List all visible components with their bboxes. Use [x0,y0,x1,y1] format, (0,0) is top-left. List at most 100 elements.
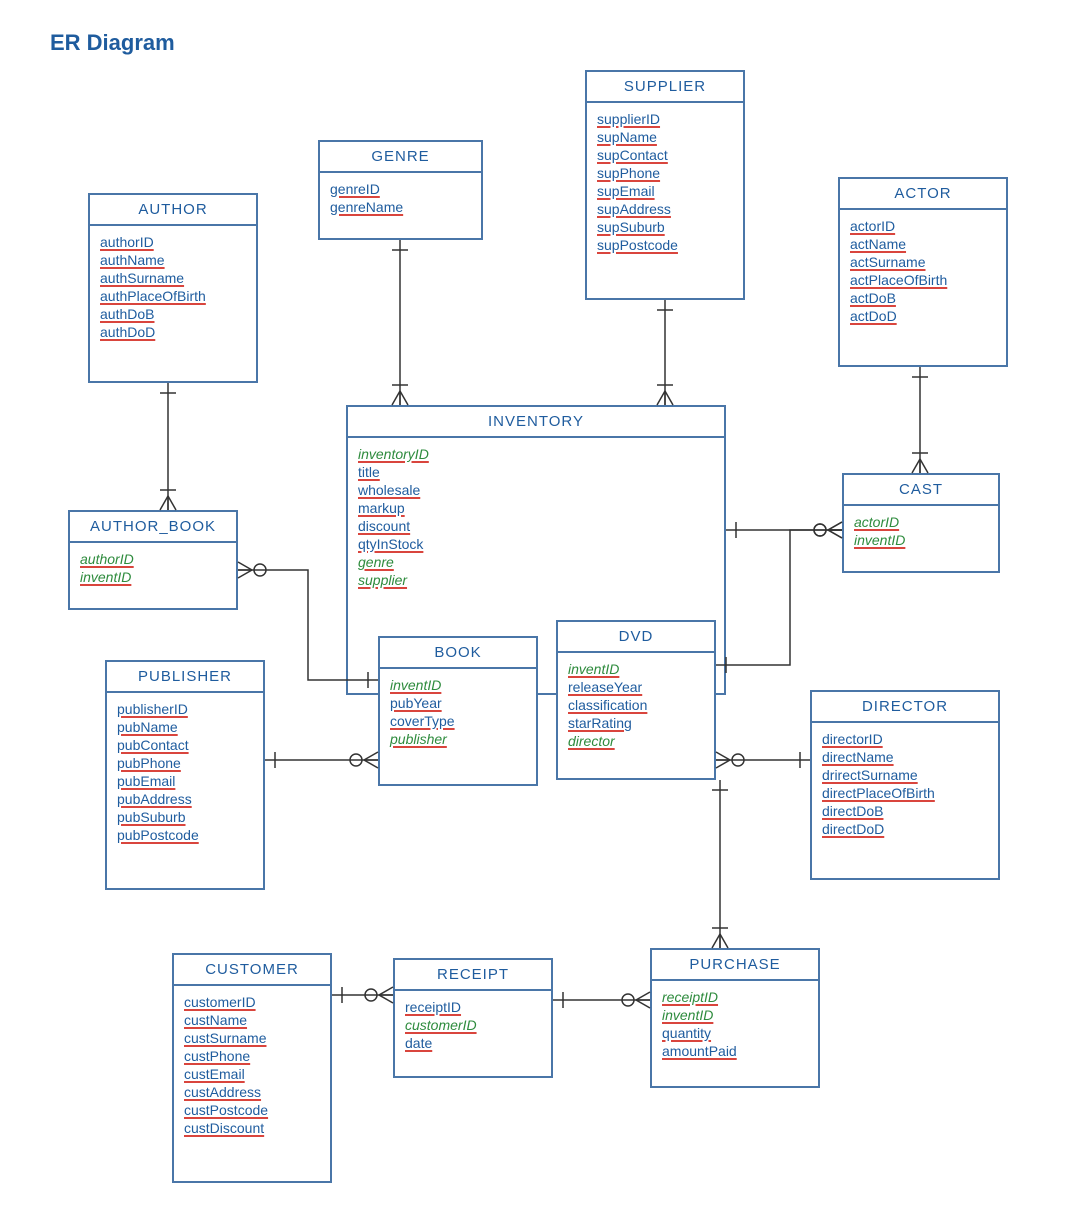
attribute: actorID [850,218,996,234]
entity-header: CUSTOMER [174,955,330,986]
attribute: starRating [568,715,704,731]
attribute: directorID [822,731,988,747]
attribute: actSurname [850,254,996,270]
attribute: directDoD [822,821,988,837]
entity-body: publisherID pubName pubContact pubPhone pubE… [107,693,263,853]
entity-header: RECEIPT [395,960,551,991]
attribute: custPostcode [184,1102,320,1118]
attribute: pubName [117,719,253,735]
entity-body: actorID inventID [844,506,998,558]
attribute: actPlaceOfBirth [850,272,996,288]
entity-header: GENRE [320,142,481,173]
attribute: title [358,464,714,480]
attribute: discount [358,518,714,534]
entity-cast: CAST actorID inventID [842,473,1000,573]
entity-body: directorID directName drirectSurname direct… [812,723,998,847]
attribute: supPostcode [597,237,733,253]
attribute: inventID [80,569,226,585]
attribute: inventID [568,661,704,677]
attribute: pubSuburb [117,809,253,825]
attribute: supSuburb [597,219,733,235]
attribute: supEmail [597,183,733,199]
attribute: actName [850,236,996,252]
attribute: supAddress [597,201,733,217]
attribute: pubYear [390,695,526,711]
entity-header: PUBLISHER [107,662,263,693]
attribute: pubAddress [117,791,253,807]
attribute: custAddress [184,1084,320,1100]
attribute: drirectSurname [822,767,988,783]
attribute: supplier [358,572,714,588]
attribute: markup [358,500,714,516]
attribute: actDoD [850,308,996,324]
entity-header: AUTHOR [90,195,256,226]
attribute: genreName [330,199,471,215]
attribute: directName [822,749,988,765]
attribute: directDoB [822,803,988,819]
entity-header: CAST [844,475,998,506]
entity-body: authorID inventID [70,543,236,595]
attribute: pubContact [117,737,253,753]
attribute: authSurname [100,270,246,286]
attribute: date [405,1035,541,1051]
attribute: actDoB [850,290,996,306]
attribute: authPlaceOfBirth [100,288,246,304]
attribute: receiptID [405,999,541,1015]
attribute: directPlaceOfBirth [822,785,988,801]
attribute: quantity [662,1025,808,1041]
attribute: inventoryID [358,446,714,462]
attribute: custSurname [184,1030,320,1046]
entity-body: inventID pubYear coverType publisher [380,669,536,757]
attribute: pubPostcode [117,827,253,843]
entity-body: authorIDauthNameauthSurnameauthPlaceOfBi… [90,226,256,350]
entity-book: BOOK inventID pubYear coverType publisher [378,636,538,786]
entity-director: DIRECTORdirectorIDdirectNamedrirectSurna… [810,690,1000,880]
attribute: genre [358,554,714,570]
entity-header: PURCHASE [652,950,818,981]
entity-body: inventoryID title wholesale markup discount q… [348,438,724,598]
entity-author_book: AUTHOR_BOOKauthorIDinventID [68,510,238,610]
attribute: inventID [854,532,988,548]
attribute: supplierID [597,111,733,127]
entity-body: actorID actName actSurname actPlaceOfBirth a… [840,210,1006,334]
attribute: custDiscount [184,1120,320,1136]
attribute: inventID [390,677,526,693]
attribute: pubPhone [117,755,253,771]
attribute: publisher [390,731,526,747]
entity-receipt: RECEIPTreceiptIDcustomerIDdate [393,958,553,1078]
attribute: authDoB [100,306,246,322]
attribute: inventID [662,1007,808,1023]
attribute: authorID [80,551,226,567]
entity-publisher: PUBLISHERpublisherIDpubNamepubContactpub… [105,660,265,890]
attribute: custName [184,1012,320,1028]
attribute: wholesale [358,482,714,498]
entity-header: ACTOR [840,179,1006,210]
entity-author: AUTHORauthorIDauthNameauthSurnameauthPla… [88,193,258,383]
attribute: pubEmail [117,773,253,789]
attribute: releaseYear [568,679,704,695]
attribute: custEmail [184,1066,320,1082]
page-title: ER Diagram [50,30,175,56]
attribute: director [568,733,704,749]
entity-dvd: DVD inventID releaseYear classification star… [556,620,716,780]
entity-actor: ACTOR actorID actName actSurname actPlaceOfB… [838,177,1008,367]
attribute: amountPaid [662,1043,808,1059]
attribute: authorID [100,234,246,250]
attribute: actorID [854,514,988,530]
entity-header: DVD [558,622,714,653]
entity-body: genreIDgenreName [320,173,481,225]
entity-supplier: SUPPLIERsupplierIDsupNamesupContactsupPh… [585,70,745,300]
attribute: publisherID [117,701,253,717]
entity-body: customerIDcustNamecustSurnamecustPhonecu… [174,986,330,1146]
entity-header: BOOK [380,638,536,669]
attribute: coverType [390,713,526,729]
entity-genre: GENREgenreIDgenreName [318,140,483,240]
attribute: classification [568,697,704,713]
attribute: authDoD [100,324,246,340]
entity-customer: CUSTOMER customerID custName custSurname cus… [172,953,332,1183]
entity-body: receiptID inventID quantity amountPaid [652,981,818,1069]
attribute: qtyInStock [358,536,714,552]
attribute: receiptID [662,989,808,1005]
attribute: customerID [184,994,320,1010]
entity-body: supplierIDsupNamesupContactsupPhonesupEm… [587,103,743,263]
